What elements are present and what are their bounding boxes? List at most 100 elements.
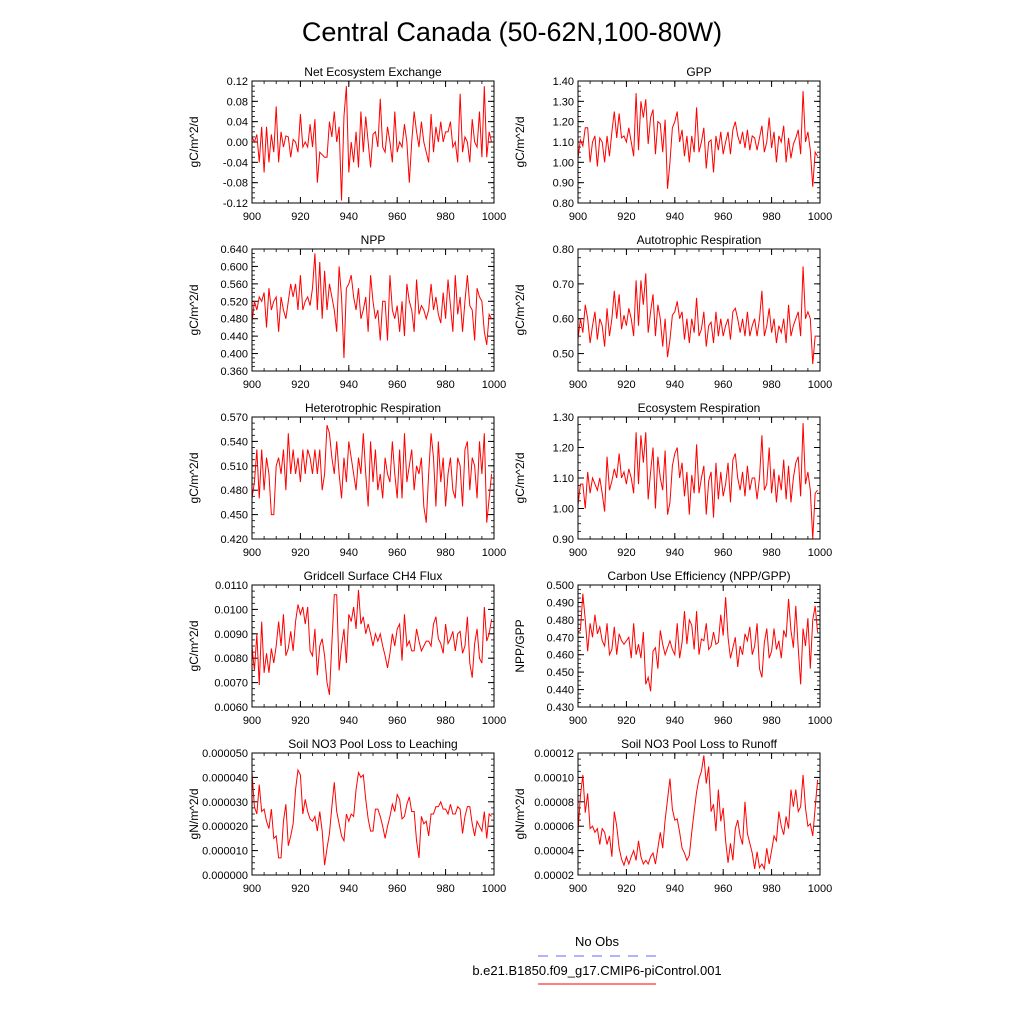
y-tick-label: 0.000000 bbox=[202, 870, 248, 882]
y-axis-label: gN/m^2/d bbox=[187, 789, 201, 840]
panel-title: GPP bbox=[686, 65, 711, 79]
y-tick-label: 0.00006 bbox=[534, 821, 574, 833]
y-tick-label: 1.40 bbox=[553, 76, 574, 88]
y-tick-label: 0.00 bbox=[227, 137, 248, 149]
legend: No Obs b.e21.B1850.f09_g17.CMIP6-piContr… bbox=[472, 934, 722, 985]
y-tick-label: 1.20 bbox=[553, 443, 574, 455]
x-tick-label: 960 bbox=[388, 883, 406, 895]
x-tick-label: 940 bbox=[340, 379, 358, 391]
y-tick-label: 0.000020 bbox=[202, 821, 248, 833]
x-tick-label: 960 bbox=[714, 379, 732, 391]
x-tick-label: 940 bbox=[340, 715, 358, 727]
y-tick-label: 0.420 bbox=[220, 534, 248, 546]
y-tick-label: 0.500 bbox=[546, 580, 574, 592]
x-tick-label: 920 bbox=[617, 211, 635, 223]
legend-label-model: b.e21.B1850.f09_g17.CMIP6-piControl.001 bbox=[472, 963, 721, 978]
panel-title: Soil NO3 Pool Loss to Leaching bbox=[288, 737, 457, 751]
y-tick-label: 1.10 bbox=[553, 137, 574, 149]
y-tick-label: 1.30 bbox=[553, 412, 574, 424]
y-tick-label: -0.04 bbox=[223, 157, 248, 169]
panel-3: Autotrophic Respiration gC/m^2/d 900 920 940… bbox=[513, 233, 832, 391]
y-tick-label: 0.600 bbox=[220, 261, 248, 273]
plot-frame bbox=[577, 416, 821, 540]
x-tick-label: 960 bbox=[388, 547, 406, 559]
y-tick-label: 0.460 bbox=[546, 650, 574, 662]
y-tick-label: 1.00 bbox=[553, 157, 574, 169]
panels-grid: Net Ecosystem Exchange gC/m^2/d 900 920 940 9… bbox=[187, 65, 832, 895]
x-tick-label: 980 bbox=[436, 211, 454, 223]
x-tick-label: 900 bbox=[243, 547, 261, 559]
x-tick-label: 1000 bbox=[482, 211, 506, 223]
y-tick-label: 0.540 bbox=[220, 436, 248, 448]
x-tick-label: 900 bbox=[243, 883, 261, 895]
panel-title: Autotrophic Respiration bbox=[637, 233, 762, 247]
x-tick-label: 1000 bbox=[482, 379, 506, 391]
x-tick-label: 980 bbox=[762, 715, 780, 727]
x-tick-label: 920 bbox=[291, 883, 309, 895]
x-tick-label: 940 bbox=[666, 211, 684, 223]
y-tick-label: 0.08 bbox=[227, 96, 248, 108]
plot-frame bbox=[251, 752, 495, 876]
y-axis-label: gC/m^2/d bbox=[187, 117, 201, 168]
y-tick-label: 1.20 bbox=[553, 117, 574, 129]
x-tick-label: 940 bbox=[666, 547, 684, 559]
panel-title: Ecosystem Respiration bbox=[638, 401, 761, 415]
y-tick-label: 0.90 bbox=[553, 534, 574, 546]
x-tick-label: 980 bbox=[436, 715, 454, 727]
y-axis-label: gC/m^2/d bbox=[513, 117, 527, 168]
series-line bbox=[577, 593, 819, 692]
x-tick-label: 900 bbox=[243, 379, 261, 391]
y-tick-label: 0.520 bbox=[220, 296, 248, 308]
x-tick-label: 1000 bbox=[482, 715, 506, 727]
y-tick-label: 0.00002 bbox=[534, 870, 574, 882]
y-tick-label: 1.00 bbox=[553, 504, 574, 516]
series-line bbox=[251, 768, 492, 866]
x-tick-label: 980 bbox=[762, 883, 780, 895]
panel-title: Net Ecosystem Exchange bbox=[304, 65, 442, 79]
x-tick-label: 1000 bbox=[808, 379, 832, 391]
x-tick-label: 1000 bbox=[808, 883, 832, 895]
x-tick-label: 940 bbox=[666, 379, 684, 391]
y-axis-label: gC/m^2/d bbox=[187, 285, 201, 336]
x-tick-label: 960 bbox=[714, 211, 732, 223]
x-tick-label: 920 bbox=[617, 547, 635, 559]
y-tick-label: 0.90 bbox=[553, 178, 574, 190]
x-tick-label: 960 bbox=[714, 547, 732, 559]
x-tick-label: 900 bbox=[243, 211, 261, 223]
plot-frame bbox=[251, 80, 495, 204]
x-tick-label: 920 bbox=[617, 379, 635, 391]
x-tick-label: 960 bbox=[388, 211, 406, 223]
y-tick-label: 0.00012 bbox=[534, 748, 574, 760]
x-tick-label: 920 bbox=[291, 547, 309, 559]
x-tick-label: 1000 bbox=[482, 547, 506, 559]
series-line bbox=[251, 86, 493, 201]
y-tick-label: 0.000030 bbox=[202, 797, 248, 809]
y-tick-label: 0.400 bbox=[220, 349, 248, 361]
x-tick-label: 900 bbox=[569, 211, 587, 223]
y-tick-label: 0.04 bbox=[227, 117, 248, 129]
y-tick-label: 0.0060 bbox=[214, 702, 248, 714]
y-tick-label: 0.80 bbox=[553, 198, 574, 210]
x-tick-label: 980 bbox=[762, 211, 780, 223]
series-line bbox=[577, 91, 819, 189]
y-axis-label: gC/m^2/d bbox=[187, 621, 201, 672]
x-tick-label: 900 bbox=[569, 547, 587, 559]
y-tick-label: 0.50 bbox=[553, 349, 574, 361]
y-tick-label: 0.00008 bbox=[534, 797, 574, 809]
x-tick-label: 1000 bbox=[808, 547, 832, 559]
series-line bbox=[251, 253, 493, 358]
x-tick-label: 920 bbox=[291, 379, 309, 391]
y-tick-label: 0.80 bbox=[553, 244, 574, 256]
panel-6: Gridcell Surface CH4 Flux gC/m^2/d 900 920 9… bbox=[187, 569, 506, 727]
y-axis-label: gC/m^2/d bbox=[513, 453, 527, 504]
x-tick-label: 900 bbox=[243, 715, 261, 727]
panel-4: Heterotrophic Respiration gC/m^2/d 900 920 9… bbox=[187, 401, 506, 559]
y-tick-label: 0.360 bbox=[220, 366, 248, 378]
y-tick-label: 1.10 bbox=[553, 473, 574, 485]
series-line bbox=[577, 755, 819, 871]
panel-title: NPP bbox=[361, 233, 386, 247]
x-tick-label: 920 bbox=[291, 715, 309, 727]
series-line bbox=[577, 266, 818, 365]
plot-frame bbox=[251, 248, 495, 372]
